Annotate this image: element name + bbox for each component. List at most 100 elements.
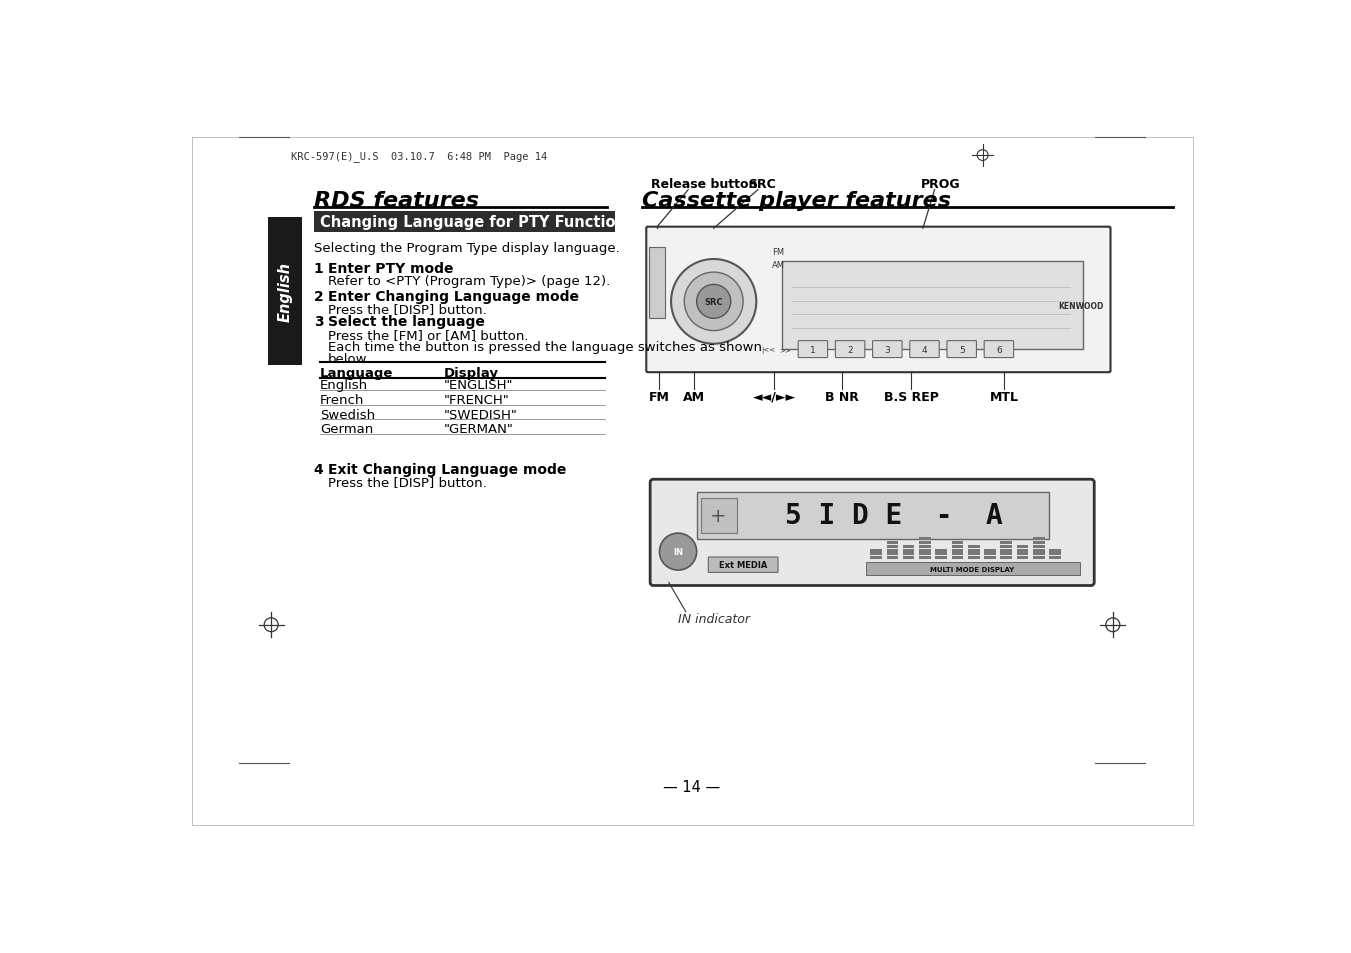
FancyBboxPatch shape bbox=[1017, 549, 1028, 552]
Text: >>: >> bbox=[780, 347, 790, 353]
Circle shape bbox=[684, 273, 743, 332]
FancyBboxPatch shape bbox=[919, 545, 931, 548]
FancyBboxPatch shape bbox=[708, 558, 778, 573]
Text: Select the language: Select the language bbox=[328, 315, 485, 329]
FancyBboxPatch shape bbox=[951, 557, 963, 559]
FancyBboxPatch shape bbox=[935, 553, 947, 556]
FancyBboxPatch shape bbox=[886, 541, 898, 544]
FancyBboxPatch shape bbox=[650, 479, 1094, 586]
FancyBboxPatch shape bbox=[701, 498, 736, 534]
Text: MULTI MODE DISPLAY: MULTI MODE DISPLAY bbox=[931, 566, 1015, 572]
Text: AM: AM bbox=[771, 260, 785, 270]
FancyBboxPatch shape bbox=[1050, 557, 1061, 559]
Text: FM: FM bbox=[771, 248, 784, 256]
FancyBboxPatch shape bbox=[798, 341, 828, 358]
FancyBboxPatch shape bbox=[873, 341, 902, 358]
FancyBboxPatch shape bbox=[935, 549, 947, 552]
Text: below.: below. bbox=[328, 353, 370, 366]
Text: SRC: SRC bbox=[704, 297, 723, 307]
Text: Ext MEDIA: Ext MEDIA bbox=[719, 560, 767, 570]
FancyBboxPatch shape bbox=[1001, 557, 1012, 559]
Text: 1: 1 bbox=[811, 345, 816, 355]
FancyBboxPatch shape bbox=[1001, 553, 1012, 556]
Text: 5 I D E  -  A: 5 I D E - A bbox=[785, 502, 1002, 530]
FancyBboxPatch shape bbox=[1034, 557, 1044, 559]
Text: "GERMAN": "GERMAN" bbox=[444, 423, 513, 436]
FancyBboxPatch shape bbox=[919, 557, 931, 559]
Text: Selecting the Program Type display language.: Selecting the Program Type display langu… bbox=[313, 242, 620, 255]
FancyBboxPatch shape bbox=[951, 553, 963, 556]
Text: B NR: B NR bbox=[824, 391, 858, 403]
Circle shape bbox=[671, 260, 757, 344]
FancyBboxPatch shape bbox=[1017, 553, 1028, 556]
Circle shape bbox=[659, 534, 697, 571]
Text: 6: 6 bbox=[996, 345, 1002, 355]
Text: 4: 4 bbox=[313, 462, 323, 476]
Text: Changing Language for PTY Function: Changing Language for PTY Function bbox=[320, 214, 626, 230]
Text: PROG: PROG bbox=[920, 177, 961, 191]
Text: Release button: Release button bbox=[651, 177, 758, 191]
FancyBboxPatch shape bbox=[886, 549, 898, 552]
Text: Press the [FM] or [AM] button.: Press the [FM] or [AM] button. bbox=[328, 328, 528, 341]
Text: "FRENCH": "FRENCH" bbox=[444, 394, 509, 407]
FancyBboxPatch shape bbox=[902, 549, 915, 552]
FancyBboxPatch shape bbox=[1001, 549, 1012, 552]
FancyBboxPatch shape bbox=[902, 545, 915, 548]
Text: KENWOOD: KENWOOD bbox=[1059, 301, 1104, 311]
FancyBboxPatch shape bbox=[870, 557, 882, 559]
FancyBboxPatch shape bbox=[1050, 549, 1061, 552]
FancyBboxPatch shape bbox=[1017, 545, 1028, 548]
Text: Press the [DISP] button.: Press the [DISP] button. bbox=[328, 303, 486, 315]
Text: English: English bbox=[277, 261, 293, 321]
FancyBboxPatch shape bbox=[1034, 537, 1044, 540]
Text: English: English bbox=[320, 379, 367, 392]
FancyBboxPatch shape bbox=[870, 549, 882, 552]
FancyBboxPatch shape bbox=[919, 541, 931, 544]
Text: Enter PTY mode: Enter PTY mode bbox=[328, 262, 453, 276]
Text: |<<: |<< bbox=[761, 346, 775, 354]
Text: Each time the button is pressed the language switches as shown: Each time the button is pressed the lang… bbox=[328, 340, 762, 354]
Text: Press the [DISP] button.: Press the [DISP] button. bbox=[328, 476, 486, 488]
FancyBboxPatch shape bbox=[650, 248, 665, 318]
Text: French: French bbox=[320, 394, 365, 407]
FancyBboxPatch shape bbox=[697, 492, 1048, 539]
FancyBboxPatch shape bbox=[947, 341, 977, 358]
FancyBboxPatch shape bbox=[1050, 553, 1061, 556]
FancyBboxPatch shape bbox=[967, 553, 979, 556]
FancyBboxPatch shape bbox=[1001, 545, 1012, 548]
FancyBboxPatch shape bbox=[984, 557, 996, 559]
FancyBboxPatch shape bbox=[1034, 541, 1044, 544]
FancyBboxPatch shape bbox=[967, 545, 979, 548]
FancyBboxPatch shape bbox=[919, 549, 931, 552]
FancyBboxPatch shape bbox=[782, 262, 1084, 350]
FancyBboxPatch shape bbox=[886, 545, 898, 548]
Text: German: German bbox=[320, 423, 373, 436]
FancyBboxPatch shape bbox=[984, 549, 996, 552]
Text: Refer to <PTY (Program Type)> (page 12).: Refer to <PTY (Program Type)> (page 12). bbox=[328, 275, 611, 288]
FancyBboxPatch shape bbox=[902, 553, 915, 556]
Text: "SWEDISH": "SWEDISH" bbox=[444, 408, 517, 421]
Text: B.S REP: B.S REP bbox=[884, 391, 939, 403]
FancyBboxPatch shape bbox=[313, 212, 615, 233]
FancyBboxPatch shape bbox=[1001, 541, 1012, 544]
Text: MTL: MTL bbox=[990, 391, 1019, 403]
Text: FM: FM bbox=[648, 391, 670, 403]
FancyBboxPatch shape bbox=[646, 228, 1111, 373]
Text: Display: Display bbox=[444, 367, 499, 379]
FancyBboxPatch shape bbox=[866, 562, 1081, 576]
FancyBboxPatch shape bbox=[1034, 545, 1044, 548]
FancyBboxPatch shape bbox=[919, 553, 931, 556]
FancyBboxPatch shape bbox=[909, 341, 939, 358]
Text: Exit Changing Language mode: Exit Changing Language mode bbox=[328, 462, 566, 476]
FancyBboxPatch shape bbox=[1017, 557, 1028, 559]
Circle shape bbox=[697, 285, 731, 319]
FancyBboxPatch shape bbox=[1034, 553, 1044, 556]
FancyBboxPatch shape bbox=[967, 557, 979, 559]
FancyBboxPatch shape bbox=[935, 557, 947, 559]
Text: "ENGLISH": "ENGLISH" bbox=[444, 379, 513, 392]
Text: 2: 2 bbox=[313, 290, 323, 304]
Text: 3: 3 bbox=[885, 345, 890, 355]
Text: AM: AM bbox=[684, 391, 705, 403]
FancyBboxPatch shape bbox=[870, 553, 882, 556]
Text: 3: 3 bbox=[313, 315, 323, 329]
